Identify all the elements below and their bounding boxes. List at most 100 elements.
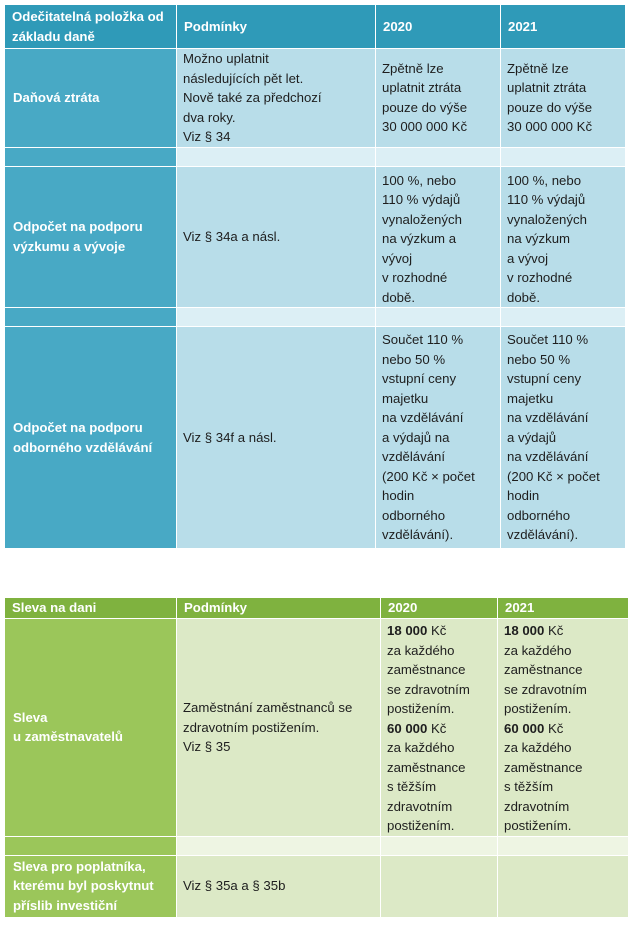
row-value-2020: 100 %, nebo 110 % výdajů vynaložených na…	[375, 165, 501, 308]
text-line: za každého	[504, 740, 572, 755]
text-line: zdravotním	[387, 798, 453, 814]
text-line: uplatnit ztráta	[507, 80, 587, 96]
text-line: zaměstnance	[504, 662, 583, 677]
text-line: majetku	[382, 390, 429, 406]
text-line: Viz § 34a a násl.	[183, 229, 281, 244]
text-line: hodin	[507, 488, 540, 503]
text-line: odborného	[507, 507, 571, 523]
text-line: za každého	[504, 642, 572, 658]
text-line: nebo 50 %	[507, 351, 571, 367]
text-line: dva roky.	[183, 109, 236, 125]
text-line: na vzdělávání	[382, 410, 464, 425]
row-conditions: Zaměstnání zaměstnanců se zdravotním pos…	[176, 618, 381, 837]
text-line: majetku	[507, 390, 554, 406]
text-line: Viz § 35	[183, 739, 231, 754]
table-row: Sleva pro poplatníka, kterému byl poskyt…	[4, 854, 629, 918]
header-2021: 2021	[497, 597, 629, 619]
text-line: Součet 110 %	[507, 332, 589, 347]
text-line: Viz § 34	[183, 129, 231, 144]
row-value-2021: 18 000 Kč za každého zaměstnance se zdra…	[497, 618, 629, 837]
header-2020: 2020	[380, 597, 498, 619]
text-line: Zpětně lze	[507, 60, 569, 76]
text-line: následujících pět let.	[183, 70, 304, 86]
text-line: Zpětně lze	[382, 60, 444, 76]
text-line: zaměstnance	[387, 759, 466, 775]
text-line: odborného vzdělávání	[13, 439, 153, 455]
text-line: vstupní ceny	[507, 371, 582, 386]
amount-line: 60 000 Kč	[387, 720, 447, 736]
text-line: postižením.	[387, 818, 455, 833]
text-line: a vývoj	[507, 250, 549, 266]
text-line: pouze do výše	[507, 99, 593, 115]
amount-line: 60 000 Kč	[504, 720, 564, 736]
row-value-2020: Zpětně lze uplatnit ztráta pouze do výše…	[375, 48, 501, 148]
header-item: Sleva na dani	[4, 597, 177, 619]
text-line: se zdravotním	[387, 681, 470, 697]
row-value-2021	[497, 854, 629, 918]
row-label-tax-loss: Daňová ztráta	[4, 48, 177, 148]
amount-line: 18 000 Kč	[504, 623, 564, 638]
text-line: příslib investiční	[13, 897, 118, 913]
text-line: Sleva pro poplatníka,	[13, 858, 146, 874]
text-line: Odpočet na podporu	[13, 420, 143, 435]
text-line: a výdajů	[507, 429, 557, 445]
text-line: vývoj	[382, 250, 413, 266]
row-value-2020: 18 000 Kč za každého zaměstnance se zdra…	[380, 618, 498, 837]
text-line: uplatnit ztráta	[382, 80, 462, 96]
text-line: 110 % výdajů	[382, 192, 461, 207]
text-line: na výzkum	[507, 231, 571, 246]
text-line: zaměstnance	[504, 759, 583, 775]
text-line: (200 Kč × počet	[382, 468, 475, 484]
text-line: s těžším	[387, 779, 437, 794]
text-line: s těžším	[504, 779, 554, 794]
text-line: vynaložených	[382, 211, 462, 227]
text-line: Odpočet na podporu	[13, 219, 143, 235]
text-line: nebo 50 %	[382, 351, 446, 367]
row-value-2020	[380, 854, 498, 918]
table-row: Odpočet na podporu odborného vzdělávání …	[4, 326, 626, 549]
text-line: za každého	[387, 642, 455, 658]
text-line: hodin	[382, 488, 415, 503]
text-line: výzkumu a vývoje	[13, 238, 126, 254]
table-header-row: Odečitatelná položka od základu daně Pod…	[4, 4, 626, 49]
text-line: na výzkum a	[382, 231, 457, 246]
text-line: zdravotním	[504, 798, 570, 814]
spacer-row	[4, 307, 626, 327]
text-line: vynaložených	[507, 211, 587, 227]
text-line: (200 Kč × počet	[507, 468, 600, 484]
row-label-investment-credit: Sleva pro poplatníka, kterému byl poskyt…	[4, 854, 177, 918]
text-line: době.	[507, 289, 541, 305]
text-line: Nově také za předchozí	[183, 90, 322, 105]
text-line: vstupní ceny	[382, 371, 457, 386]
text-line: kterému byl poskytnut	[13, 878, 154, 894]
text-line: postižením.	[504, 818, 572, 833]
row-label-research: Odpočet na podporu výzkumu a vývoje	[4, 165, 177, 308]
row-conditions: Možno uplatnit následujících pět let. No…	[176, 48, 376, 148]
text-line: a výdajů na	[382, 429, 450, 445]
text-line: postižením.	[504, 701, 572, 716]
tax-credit-table: Sleva na dani Podmínky 2020 2021 Sleva u…	[4, 597, 629, 918]
text-line: době.	[382, 289, 416, 305]
row-conditions: Viz § 35a a § 35b	[176, 854, 381, 918]
text-line: Zaměstnání zaměstnanců se	[183, 700, 353, 715]
text-line: Viz § 35a a § 35b	[183, 878, 286, 894]
text-line: na vzdělávání	[507, 449, 589, 464]
text-line: Možno uplatnit	[183, 51, 269, 66]
text-line: na vzdělávání	[507, 410, 589, 425]
row-label-education: Odpočet na podporu odborného vzdělávání	[4, 326, 177, 549]
table-row: Daňová ztráta Možno uplatnit následující…	[4, 48, 626, 148]
row-conditions: Viz § 34f a násl.	[176, 326, 376, 549]
text-line: za každého	[387, 740, 455, 755]
text-line: vzdělávání	[382, 449, 446, 464]
text-line: odborného	[382, 507, 446, 523]
text-line: pouze do výše	[382, 99, 468, 115]
row-value-2021: 100 %, nebo 110 % výdajů vynaložených na…	[500, 165, 626, 308]
text-line: 110 % výdajů	[507, 192, 586, 207]
text-line: Sleva	[13, 709, 48, 725]
table-header-row: Sleva na dani Podmínky 2020 2021	[4, 597, 629, 619]
spacer-row	[4, 835, 629, 856]
text-line: vzdělávání).	[382, 527, 454, 542]
text-line: zaměstnance	[387, 662, 466, 677]
row-label-employer-credit: Sleva u zaměstnavatelů	[4, 618, 177, 837]
table-row: Sleva u zaměstnavatelů Zaměstnání zaměst…	[4, 618, 629, 837]
